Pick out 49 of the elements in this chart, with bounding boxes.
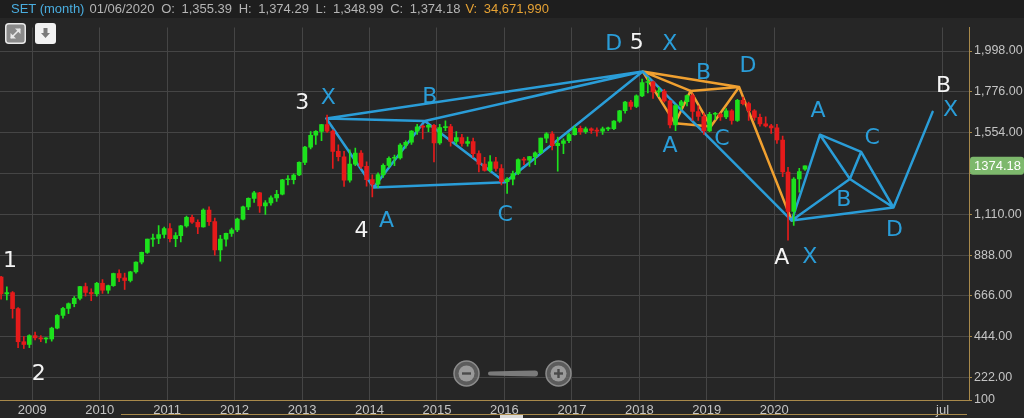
x-tick-label: 2009	[17, 402, 47, 418]
annotation: X	[320, 84, 336, 110]
annotation: X	[943, 95, 959, 121]
y-tick-label: 1,554.00	[974, 125, 1023, 140]
x-tick-label: 2012	[220, 402, 249, 418]
x-tick-label: jul	[935, 402, 950, 418]
annotation: B	[936, 71, 952, 97]
annotation: 4	[354, 217, 369, 243]
text: 1374.18	[974, 158, 1021, 174]
annotation: A	[810, 97, 826, 123]
annotation: B	[836, 185, 852, 211]
x-tick-label: 2017	[557, 402, 587, 418]
chart-title: SET (month)	[11, 1, 85, 16]
y-tick-label: 100	[974, 392, 995, 407]
y-tick-label: 222.00	[974, 370, 1013, 385]
x-tick-label: 2013	[287, 402, 317, 418]
y-tick-label: 1,998.00	[974, 43, 1023, 58]
chart-subtitle: 01/06/2020 O: 1,355.39 H: 1,374.29 L: 1,348.99 C: 1,374.18	[89, 1, 461, 16]
x-tick-label: 2016	[489, 402, 519, 418]
y-tick-label: 1,110.00	[974, 206, 1022, 221]
annotation: D	[885, 216, 903, 242]
x-tick-label: 2010	[85, 402, 115, 418]
x-tick-label: 2015	[422, 402, 452, 418]
annotation: C	[497, 201, 513, 227]
x-tick-label: 2011	[153, 402, 182, 418]
annotation: D	[739, 51, 757, 77]
annotation: X	[662, 30, 678, 56]
x-tick-label: 2020	[759, 402, 789, 418]
x-tick-label: 2018	[624, 402, 654, 418]
annotation: B	[695, 58, 712, 84]
annotation: D	[605, 30, 623, 56]
annotation: A	[379, 207, 395, 233]
y-tick-label: 1,776.00	[974, 84, 1023, 99]
text: V: 34,671,990	[465, 1, 549, 16]
annotation: A	[662, 132, 678, 158]
annotation: C	[714, 125, 730, 151]
annotation: 5	[629, 29, 644, 55]
annotation: A	[774, 244, 790, 270]
annotation: B	[422, 82, 438, 108]
annotation: C	[864, 123, 880, 149]
annotation: 2	[31, 360, 46, 386]
x-tick-label: 2019	[692, 402, 722, 418]
y-tick-label: 666.00	[974, 288, 1013, 303]
y-tick-label: 444.00	[974, 329, 1013, 344]
y-tick-label: 888.00	[974, 247, 1013, 262]
annotation: X	[802, 243, 818, 269]
annotation: 3	[295, 89, 310, 115]
x-tick-label: 2014	[355, 402, 384, 418]
annotation: 1	[3, 247, 18, 273]
